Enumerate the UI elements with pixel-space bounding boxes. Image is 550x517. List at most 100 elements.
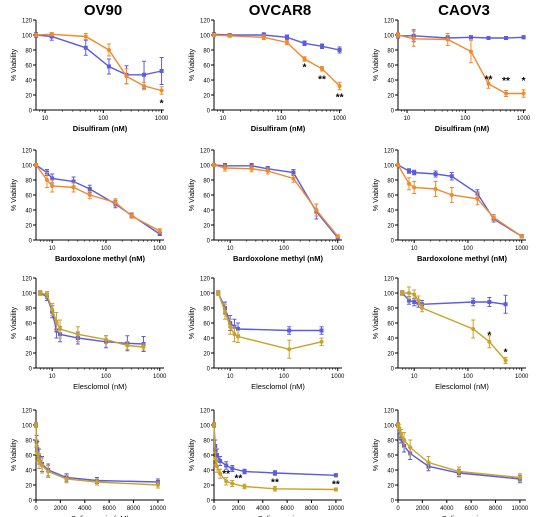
data-point bbox=[44, 178, 49, 182]
data-point bbox=[34, 33, 38, 37]
y-tick-label: 100 bbox=[384, 34, 395, 40]
y-tick-label: 80 bbox=[387, 439, 394, 445]
data-point bbox=[34, 423, 38, 427]
x-tick-label: 8000 bbox=[489, 506, 503, 512]
data-point bbox=[406, 169, 411, 173]
series-olive bbox=[38, 290, 146, 351]
data-point bbox=[236, 327, 241, 331]
data-point bbox=[142, 84, 147, 88]
chart-ovcar8-bardoxolone: 0 20 40 60 80 100 120 10 100 1000 Bardoxolone meth… bbox=[189, 149, 345, 264]
x-tick-label: 10 bbox=[227, 246, 234, 252]
x-tick-label: 4000 bbox=[78, 506, 92, 512]
data-point bbox=[224, 463, 229, 468]
data-point bbox=[124, 74, 129, 79]
data-point bbox=[445, 37, 450, 42]
y-tick-label: 100 bbox=[384, 164, 395, 170]
y-axis-label: % Viability bbox=[189, 306, 196, 339]
x-axis-label: Disulfiram (nM) bbox=[435, 124, 490, 133]
y-tick-label: 120 bbox=[22, 149, 33, 155]
data-point bbox=[83, 34, 88, 39]
y-axis-label: % Viability bbox=[11, 306, 18, 339]
data-point bbox=[40, 463, 45, 468]
data-point bbox=[433, 172, 438, 176]
x-tick-label: 10 bbox=[411, 246, 418, 252]
data-point bbox=[411, 36, 416, 41]
chart-ov90-disulfiram: 0 20 40 60 80 100 120 10 100 1000 Disulfiram (nM)%… bbox=[11, 19, 169, 134]
significance-marker: * bbox=[504, 348, 508, 359]
y-tick-label: 20 bbox=[203, 94, 210, 100]
data-point bbox=[337, 84, 342, 88]
x-tick-label: 100 bbox=[460, 116, 471, 122]
significance-marker: ** bbox=[332, 480, 340, 491]
x-tick-label: 4000 bbox=[256, 506, 270, 512]
data-point bbox=[83, 45, 88, 50]
fit-line bbox=[217, 292, 322, 351]
x-axis-label: Bardoxolone methyl (nM) bbox=[233, 254, 324, 263]
data-point bbox=[399, 432, 404, 436]
y-tick-label: 0 bbox=[207, 499, 211, 505]
data-point bbox=[406, 181, 411, 186]
series-olive bbox=[400, 286, 508, 364]
y-tick-label: 20 bbox=[25, 94, 32, 100]
y-tick-label: 40 bbox=[387, 337, 394, 343]
data-point bbox=[230, 466, 235, 471]
y-tick-label: 120 bbox=[200, 19, 211, 25]
data-point bbox=[44, 292, 49, 297]
data-point bbox=[333, 487, 338, 492]
data-point bbox=[335, 234, 340, 239]
data-point bbox=[50, 176, 55, 181]
y-tick-label: 100 bbox=[22, 292, 33, 298]
y-tick-label: 100 bbox=[200, 164, 211, 170]
chart-caov3-bardoxolone: 0 20 40 60 80 100 120 10 100 1000 Bardoxolone meth… bbox=[373, 149, 529, 264]
chart-ovcar8-disulfiram: 0 20 40 60 80 100 120 10 100 1000 Disulfiram (nM)%… bbox=[189, 19, 347, 134]
data-point bbox=[38, 291, 43, 295]
y-tick-label: 60 bbox=[203, 194, 210, 200]
data-point bbox=[49, 32, 54, 37]
y-tick-label: 100 bbox=[200, 292, 211, 298]
x-tick-label: 8000 bbox=[127, 506, 141, 512]
y-tick-label: 100 bbox=[22, 34, 33, 40]
significance-marker: ** bbox=[271, 477, 279, 488]
x-tick-label: 100 bbox=[101, 374, 112, 380]
data-point bbox=[291, 176, 296, 181]
data-point bbox=[159, 88, 164, 93]
series-blue bbox=[396, 163, 524, 239]
y-tick-label: 0 bbox=[207, 367, 211, 373]
data-point bbox=[320, 44, 325, 49]
x-tick-label: 0 bbox=[212, 506, 216, 512]
data-point bbox=[504, 36, 509, 40]
y-tick-label: 40 bbox=[203, 79, 210, 85]
x-axis-label: Elesclomol (nM) bbox=[251, 382, 305, 391]
significance-marker: ** bbox=[502, 76, 510, 87]
data-point bbox=[71, 179, 76, 184]
y-tick-label: 120 bbox=[200, 149, 211, 155]
data-point bbox=[215, 464, 220, 469]
x-tick-label: 100 bbox=[279, 246, 290, 252]
y-tick-label: 80 bbox=[25, 49, 32, 55]
data-point bbox=[449, 193, 454, 197]
data-point bbox=[517, 475, 522, 480]
y-axis-label: % Viability bbox=[189, 438, 196, 471]
series-orange bbox=[396, 30, 526, 98]
y-tick-label: 100 bbox=[384, 292, 395, 298]
data-point bbox=[426, 460, 431, 465]
y-tick-label: 80 bbox=[25, 179, 32, 185]
y-tick-label: 80 bbox=[25, 439, 32, 445]
chart-ovcar8-salinomycin: 0 20 40 60 80 100 120 0 2000 4000 6000 8000 10000 Sal… bbox=[189, 409, 345, 517]
data-point bbox=[236, 334, 241, 339]
y-tick-label: 120 bbox=[384, 277, 395, 283]
y-tick-label: 40 bbox=[203, 209, 210, 215]
x-axis-label: Salinomycin (nM) bbox=[71, 514, 129, 517]
y-tick-label: 40 bbox=[25, 469, 32, 475]
data-point bbox=[412, 300, 417, 304]
data-point bbox=[261, 35, 266, 40]
y-tick-label: 100 bbox=[22, 164, 33, 170]
y-tick-label: 100 bbox=[200, 424, 211, 430]
x-tick-label: 1000 bbox=[517, 116, 531, 122]
y-tick-label: 60 bbox=[203, 454, 210, 460]
data-point bbox=[416, 298, 421, 303]
data-point bbox=[46, 469, 51, 474]
y-tick-label: 40 bbox=[387, 209, 394, 215]
x-tick-label: 1000 bbox=[515, 374, 529, 380]
